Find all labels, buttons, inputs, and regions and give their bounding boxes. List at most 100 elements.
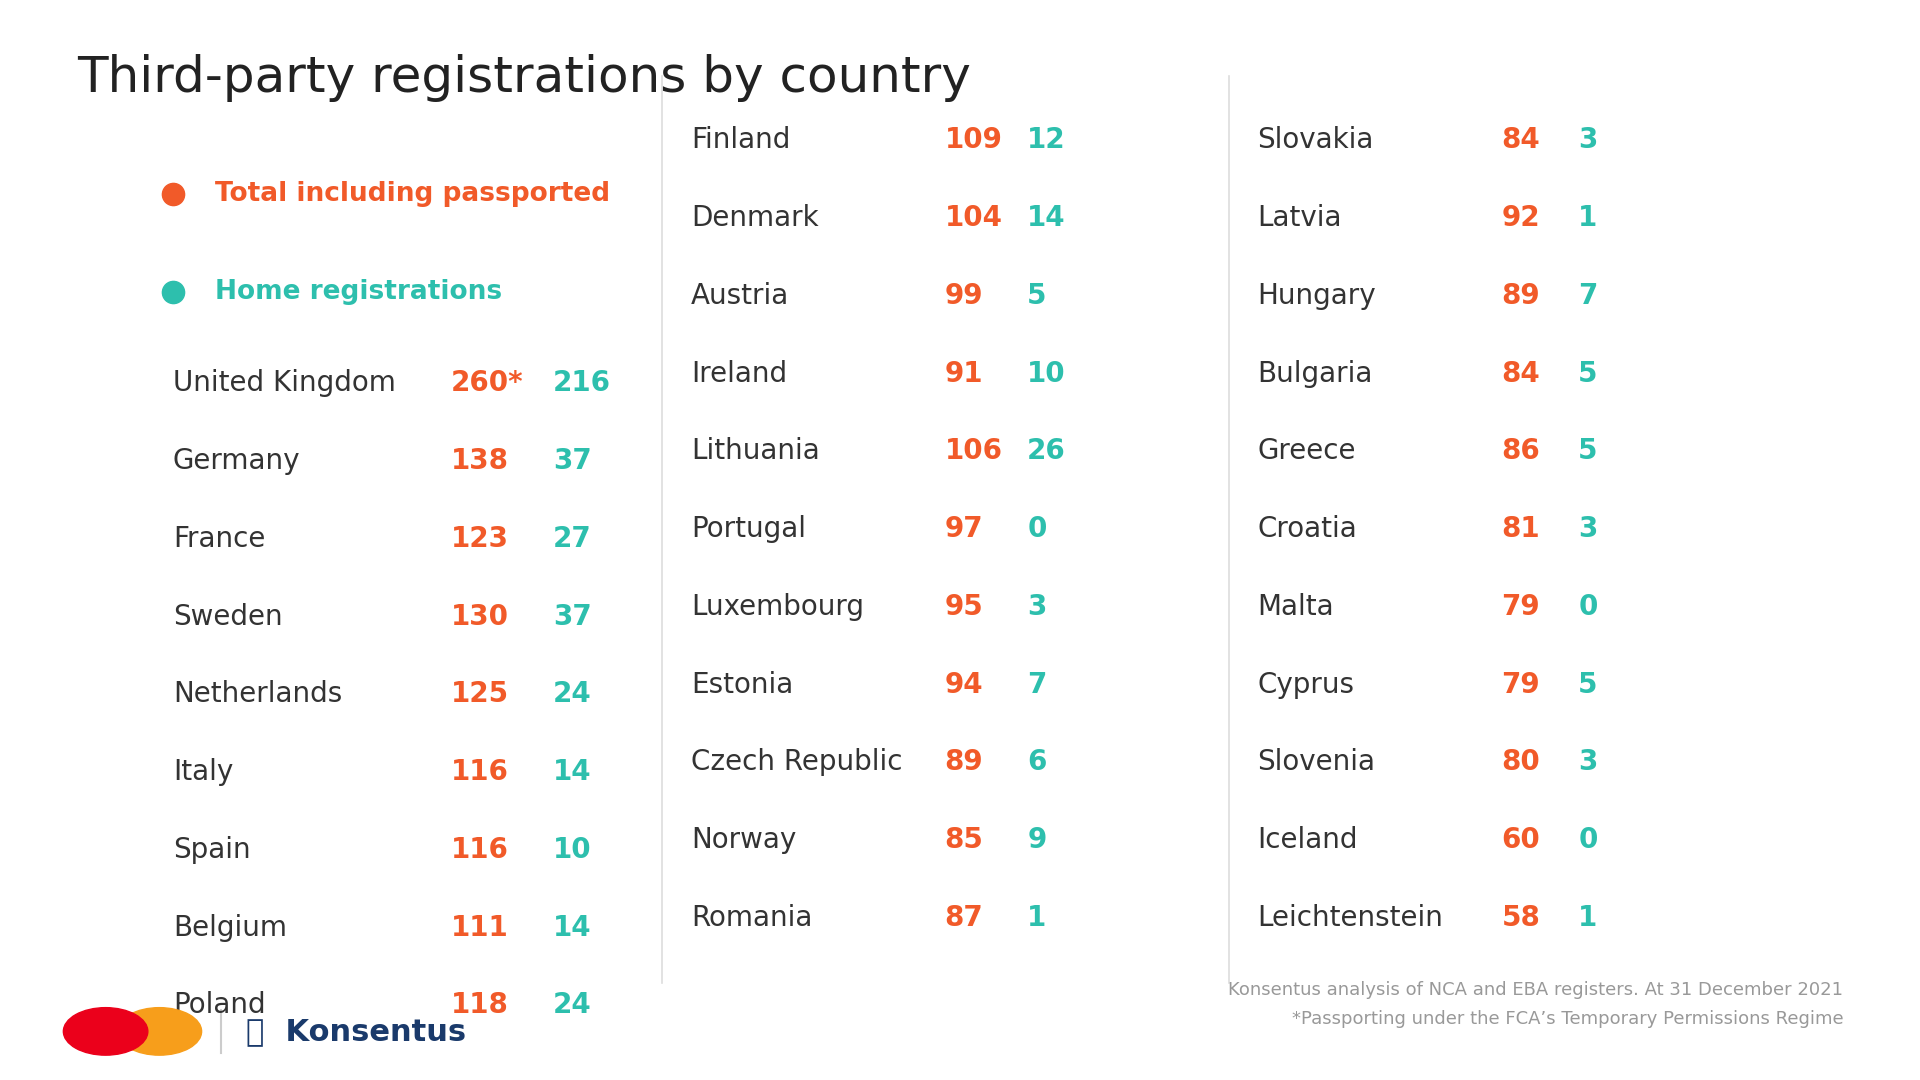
Text: 80: 80 [1501, 748, 1540, 777]
Text: 87: 87 [945, 904, 983, 932]
Circle shape [63, 1008, 148, 1055]
Text: Home registrations: Home registrations [215, 279, 503, 305]
Text: 10: 10 [553, 836, 591, 864]
Text: 95: 95 [945, 593, 983, 621]
Text: 104: 104 [945, 204, 1002, 232]
Text: 37: 37 [553, 447, 591, 475]
Text: 81: 81 [1501, 515, 1540, 543]
Text: Italy: Italy [173, 758, 232, 786]
Text: Ireland: Ireland [691, 360, 787, 388]
Text: United Kingdom: United Kingdom [173, 369, 396, 397]
Text: Slovakia: Slovakia [1258, 126, 1375, 154]
Text: Norway: Norway [691, 826, 797, 854]
Text: 6: 6 [1027, 748, 1046, 777]
Text: Spain: Spain [173, 836, 250, 864]
Text: 1: 1 [1578, 904, 1597, 932]
Text: 0: 0 [1578, 826, 1597, 854]
Text: 14: 14 [553, 758, 591, 786]
Text: Konsentus analysis of NCA and EBA registers. At 31 December 2021
*Passporting un: Konsentus analysis of NCA and EBA regist… [1229, 981, 1843, 1028]
Text: 125: 125 [451, 680, 509, 708]
Text: 89: 89 [1501, 282, 1540, 310]
Text: Malta: Malta [1258, 593, 1334, 621]
Text: 7: 7 [1027, 671, 1046, 699]
Text: Latvia: Latvia [1258, 204, 1342, 232]
Text: 5: 5 [1027, 282, 1046, 310]
Text: 97: 97 [945, 515, 983, 543]
Text: 1: 1 [1578, 204, 1597, 232]
Text: Luxembourg: Luxembourg [691, 593, 864, 621]
Text: 106: 106 [945, 437, 1002, 465]
Text: 60: 60 [1501, 826, 1540, 854]
Text: 85: 85 [945, 826, 983, 854]
Text: 14: 14 [553, 914, 591, 942]
Text: France: France [173, 525, 265, 553]
Text: 123: 123 [451, 525, 509, 553]
Text: 26: 26 [1027, 437, 1066, 465]
Text: 24: 24 [553, 991, 591, 1020]
Text: Netherlands: Netherlands [173, 680, 342, 708]
Text: 5: 5 [1578, 671, 1597, 699]
Text: Third-party registrations by country: Third-party registrations by country [77, 54, 972, 102]
Text: Finland: Finland [691, 126, 791, 154]
Text: 9: 9 [1027, 826, 1046, 854]
Text: Lithuania: Lithuania [691, 437, 820, 465]
Text: 10: 10 [1027, 360, 1066, 388]
Text: Estonia: Estonia [691, 671, 793, 699]
Text: Bulgaria: Bulgaria [1258, 360, 1373, 388]
Text: 24: 24 [553, 680, 591, 708]
Text: 99: 99 [945, 282, 983, 310]
Text: 109: 109 [945, 126, 1002, 154]
Text: 89: 89 [945, 748, 983, 777]
Text: Poland: Poland [173, 991, 265, 1020]
Text: Czech Republic: Czech Republic [691, 748, 902, 777]
Text: Slovenia: Slovenia [1258, 748, 1375, 777]
Text: 3: 3 [1027, 593, 1046, 621]
Text: 94: 94 [945, 671, 983, 699]
Circle shape [117, 1008, 202, 1055]
Text: Hungary: Hungary [1258, 282, 1377, 310]
Text: 111: 111 [451, 914, 509, 942]
Text: Romania: Romania [691, 904, 812, 932]
Text: 138: 138 [451, 447, 509, 475]
Text: 3: 3 [1578, 126, 1597, 154]
Text: 84: 84 [1501, 360, 1540, 388]
Text: 3: 3 [1578, 748, 1597, 777]
Text: 84: 84 [1501, 126, 1540, 154]
Text: 7: 7 [1578, 282, 1597, 310]
Text: 58: 58 [1501, 904, 1540, 932]
Text: Croatia: Croatia [1258, 515, 1357, 543]
Text: 86: 86 [1501, 437, 1540, 465]
Text: Germany: Germany [173, 447, 300, 475]
Text: Denmark: Denmark [691, 204, 818, 232]
Text: Iceland: Iceland [1258, 826, 1357, 854]
Text: 27: 27 [553, 525, 591, 553]
Text: Total including passported: Total including passported [215, 181, 611, 207]
Text: Ⓚ  Konsentus: Ⓚ Konsentus [246, 1017, 467, 1045]
Text: 0: 0 [1578, 593, 1597, 621]
Text: 91: 91 [945, 360, 983, 388]
Text: 12: 12 [1027, 126, 1066, 154]
Text: 130: 130 [451, 603, 509, 631]
Text: Austria: Austria [691, 282, 789, 310]
Text: Greece: Greece [1258, 437, 1356, 465]
Text: 92: 92 [1501, 204, 1540, 232]
Text: 5: 5 [1578, 360, 1597, 388]
Text: 37: 37 [553, 603, 591, 631]
Text: Leichtenstein: Leichtenstein [1258, 904, 1444, 932]
Text: 79: 79 [1501, 593, 1540, 621]
Text: Sweden: Sweden [173, 603, 282, 631]
Text: Portugal: Portugal [691, 515, 806, 543]
Text: 5: 5 [1578, 437, 1597, 465]
Text: Cyprus: Cyprus [1258, 671, 1356, 699]
Text: 260*: 260* [451, 369, 524, 397]
Text: 79: 79 [1501, 671, 1540, 699]
Text: Belgium: Belgium [173, 914, 286, 942]
Text: 0: 0 [1027, 515, 1046, 543]
Text: 116: 116 [451, 836, 509, 864]
Text: 1: 1 [1027, 904, 1046, 932]
Text: 3: 3 [1578, 515, 1597, 543]
Text: 216: 216 [553, 369, 611, 397]
Text: 14: 14 [1027, 204, 1066, 232]
Text: 118: 118 [451, 991, 509, 1020]
Text: 116: 116 [451, 758, 509, 786]
